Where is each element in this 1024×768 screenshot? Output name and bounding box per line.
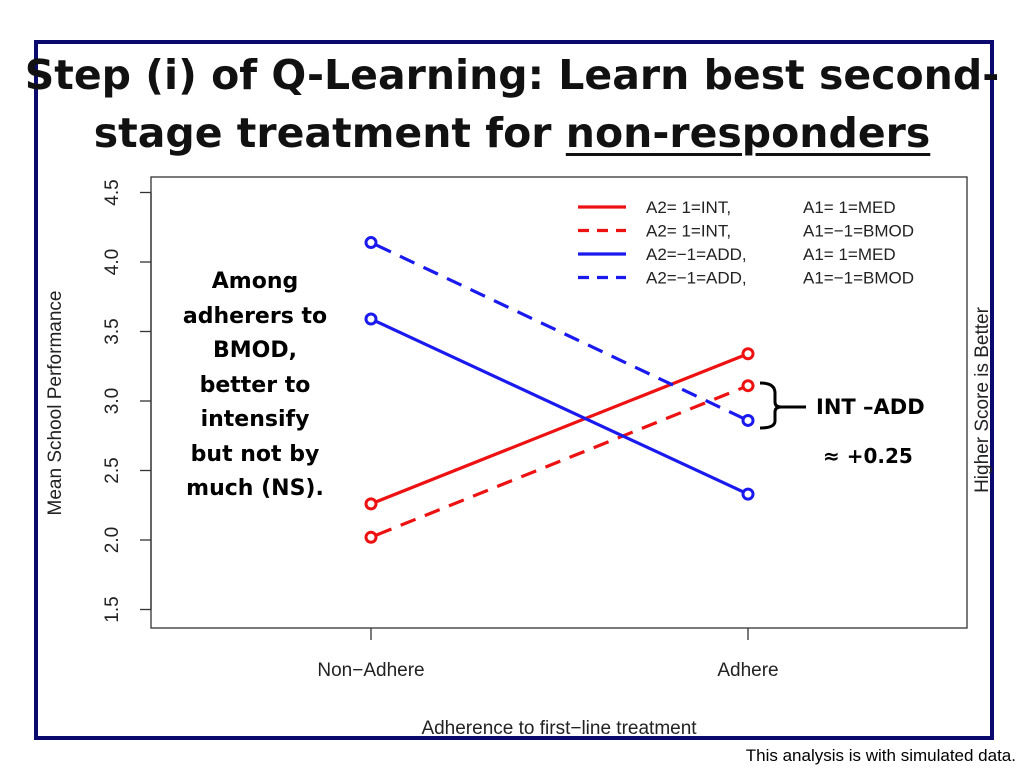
y-tick-label: 4.5 [102,179,123,205]
data-point [741,379,755,393]
x-tick-label: Adhere [717,660,778,681]
bracket-icon [759,381,782,430]
note-line: better to [199,372,311,398]
note-line: but not by [190,441,320,467]
slide-title: Step (i) of Q-Learning: Learn best secon… [0,46,1024,162]
y-tick-label: 3.0 [102,388,123,414]
x-tick-label: Non−Adhere [317,660,424,681]
y-tick-label: 1.5 [102,596,123,622]
y-tick-label: 4.0 [102,249,123,275]
right-axis-label: Higher Score is Better [972,307,993,493]
y-tick-label: 3.5 [102,318,123,344]
legend-label-a2: A2= 1=INT, [646,222,731,241]
legend: A2= 1=INT, A1= 1=MED A2= 1=INT, A1=−1=BMOD A… [578,198,914,288]
title-text: Step (i) of Q-Learning: Learn best secon… [24,51,1000,157]
y-tick-label: 2.5 [102,457,123,483]
x-axis: Non−Adhere Adhere [317,628,779,681]
note-line: adherers to [182,303,328,329]
legend-label-a1: A1= 1=MED [803,245,896,264]
title-underlined-text: non-responders [565,109,931,157]
note-line: Among [211,269,299,294]
legend-label-a1: A1= 1=MED [803,198,896,217]
slide-frame [34,40,994,740]
y-axis-title: Mean School Performance [45,291,66,516]
x-axis-title: Adherence to first−line treatment [421,718,697,739]
data-point [741,413,755,427]
data-point [741,347,755,361]
series-layer [364,236,755,544]
note-line: much (NS). [186,476,324,501]
data-point [364,312,378,326]
y-axis: 1.5 2.0 2.5 3.0 3.5 4.0 4.5 [102,179,152,623]
note-line: BMOD, [213,338,297,363]
note-line: intensify [200,407,310,432]
annotation-note: Among adherers to BMOD, better to intensify b… [160,265,350,507]
legend-label-a2: A2=−1=ADD, [646,269,747,288]
footnote: This analysis is with simulated data. [745,746,1016,765]
legend-label-a2: A2= 1=INT, [646,198,731,217]
y-tick-label: 2.0 [102,527,123,553]
data-point [364,236,378,250]
data-point [741,487,755,501]
series-line [375,354,744,504]
legend-label-a2: A2=−1=ADD, [646,245,747,264]
series-line [375,320,744,494]
series-line [375,243,744,420]
legend-label-a1: A1=−1=BMOD [803,269,914,288]
legend-label-a1: A1=−1=BMOD [803,222,914,241]
data-point [364,497,378,511]
difference-label: INT –ADD [816,395,925,419]
data-point [364,530,378,544]
difference-value: ≈ +0.25 [823,444,913,468]
series-line [375,386,744,537]
